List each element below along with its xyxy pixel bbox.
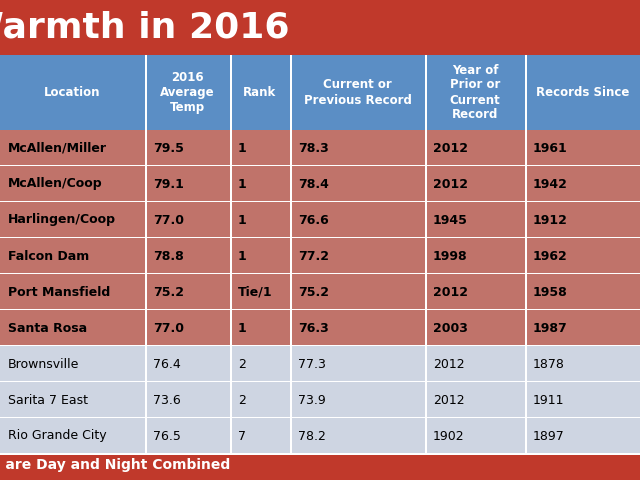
Text: 2: 2 [238,394,246,407]
Text: 1911: 1911 [533,394,564,407]
Text: 1: 1 [238,322,247,335]
Text: 79.1: 79.1 [153,178,184,191]
Text: 1902: 1902 [433,430,465,443]
Text: 78.3: 78.3 [298,142,329,155]
Text: 1962: 1962 [533,250,568,263]
Text: Harlingen/Coop: Harlingen/Coop [8,214,116,227]
Text: 1897: 1897 [533,430,564,443]
Text: 77.0: 77.0 [153,214,184,227]
Text: 2012: 2012 [433,178,468,191]
Text: 1942: 1942 [533,178,568,191]
Text: 7: 7 [238,430,246,443]
Text: 75.2: 75.2 [298,286,329,299]
Text: 1878: 1878 [533,358,565,371]
Text: Current or
Previous Record: Current or Previous Record [303,79,412,107]
Text: 1987: 1987 [533,322,568,335]
Text: McAllen/Miller: McAllen/Miller [8,142,107,155]
Text: 76.4: 76.4 [153,358,180,371]
Text: Note:  Temperature Averages are Day and Night Combined: Note: Temperature Averages are Day and N… [0,458,230,472]
Text: 1961: 1961 [533,142,568,155]
Text: 76.5: 76.5 [153,430,181,443]
Text: 1958: 1958 [533,286,568,299]
Text: 1: 1 [238,178,247,191]
Text: 78.8: 78.8 [153,250,184,263]
Text: 77.3: 77.3 [298,358,326,371]
Text: 2016
Average
Temp: 2016 Average Temp [160,71,215,114]
Text: 78.2: 78.2 [298,430,326,443]
Text: 77.2: 77.2 [298,250,329,263]
Text: 1945: 1945 [433,214,468,227]
Text: 73.9: 73.9 [298,394,326,407]
Text: 1912: 1912 [533,214,568,227]
Text: 73.6: 73.6 [153,394,180,407]
Text: Records Since: Records Since [536,86,629,99]
Text: Location: Location [44,86,100,99]
Text: Rank: Rank [243,86,276,99]
Text: Tie/1: Tie/1 [238,286,273,299]
Text: Santa Rosa: Santa Rosa [8,322,87,335]
Text: 2012: 2012 [433,286,468,299]
Text: Year of
Prior or
Current
Record: Year of Prior or Current Record [450,63,500,121]
Text: 2012: 2012 [433,394,465,407]
Text: McAllen/Coop: McAllen/Coop [8,178,102,191]
Text: 1: 1 [238,250,247,263]
Text: 76.3: 76.3 [298,322,329,335]
Text: 75.2: 75.2 [153,286,184,299]
Text: 2: 2 [238,358,246,371]
Text: Falcon Dam: Falcon Dam [8,250,89,263]
Text: 77.0: 77.0 [153,322,184,335]
Text: 2012: 2012 [433,142,468,155]
Text: Sarita 7 East: Sarita 7 East [8,394,88,407]
Text: 1: 1 [238,142,247,155]
Text: Rio Grande City: Rio Grande City [8,430,107,443]
Text: 1: 1 [238,214,247,227]
Text: 2012: 2012 [433,358,465,371]
Text: RGV Record Warmth in 2016: RGV Record Warmth in 2016 [0,11,289,45]
Text: Port Mansfield: Port Mansfield [8,286,110,299]
Text: Brownsville: Brownsville [8,358,79,371]
Text: 1998: 1998 [433,250,468,263]
Text: 76.6: 76.6 [298,214,329,227]
Text: 2003: 2003 [433,322,468,335]
Text: 79.5: 79.5 [153,142,184,155]
Text: 78.4: 78.4 [298,178,329,191]
